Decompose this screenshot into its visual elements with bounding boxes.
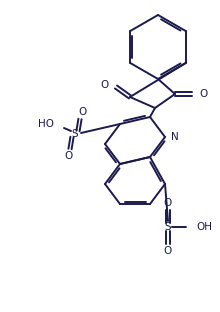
Text: S: S <box>165 222 171 232</box>
Text: O: O <box>199 89 207 99</box>
Text: O: O <box>78 107 86 117</box>
Text: HO: HO <box>38 119 54 129</box>
Text: OH: OH <box>196 222 212 232</box>
Text: O: O <box>64 151 72 161</box>
Text: N: N <box>171 132 179 142</box>
Text: S: S <box>72 129 78 139</box>
Text: O: O <box>164 246 172 256</box>
Text: O: O <box>101 80 109 90</box>
Text: O: O <box>164 198 172 208</box>
